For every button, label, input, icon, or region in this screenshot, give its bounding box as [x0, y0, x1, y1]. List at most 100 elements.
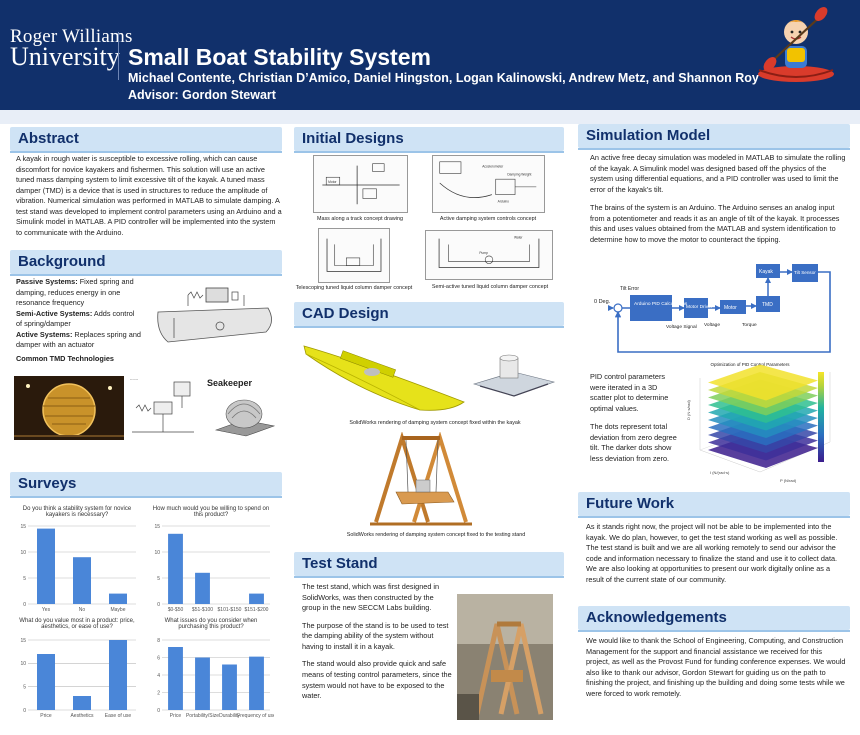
- plot-title: Optimization of PID Control Parameters: [710, 362, 790, 367]
- kayak-cad-render: [303, 345, 465, 411]
- caption-track-concept: Mass along a track concept drawing: [317, 216, 403, 222]
- sketch-label-arduino: Arduino: [498, 199, 509, 203]
- sketch-label-motor: Motor: [328, 180, 337, 184]
- survey3-chart: 0 5 10 15 Price Aesthetics Ease of use: [20, 638, 136, 719]
- plot-zlabel: D (N·s/rad): [686, 400, 691, 420]
- semi-active-systems-item: Semi-Active Systems: Adds control of spr…: [16, 309, 141, 330]
- common-tmd-label: Common TMD Technologies: [16, 354, 114, 364]
- sketch-label-pump: Pump: [479, 251, 488, 255]
- logo-line2: University: [10, 42, 120, 72]
- survey2-title: How much would you be willing to spend o…: [152, 506, 270, 518]
- y-tick-label: 15: [20, 638, 26, 644]
- x-tick-label: Frequency of use: [237, 713, 274, 719]
- seakeeper-gyro-figure: [206, 390, 282, 442]
- bar: [73, 696, 91, 710]
- surveys-heading: Surveys: [10, 472, 282, 498]
- bar: [249, 593, 264, 604]
- y-tick-label: 0: [23, 602, 26, 608]
- block-voltage-signal: Voltage Signal: [666, 324, 697, 330]
- bar: [249, 656, 264, 710]
- survey1-title: Do you think a stability system for novi…: [22, 506, 132, 518]
- future-work-heading-text: Future Work: [586, 495, 675, 512]
- bar: [168, 647, 183, 710]
- test-stand-cad-render: [370, 432, 472, 526]
- block-pid: Arduino PID Calculations: [634, 301, 688, 307]
- x-tick-label: $101-$150: [218, 607, 242, 613]
- background-heading: Background: [10, 250, 282, 276]
- pid-3d-scatter-plot: Optimization of PID Control Parameters D…: [686, 362, 831, 483]
- x-tick-label: Durability: [219, 713, 240, 719]
- y-tick-label: 0: [157, 708, 160, 714]
- abstract-heading: Abstract: [10, 127, 282, 153]
- bar: [168, 533, 183, 604]
- caption-telescoping-tlcd: Telescoping tuned liquid column damper c…: [295, 285, 413, 291]
- simulation-p2: The brains of the system is an Arduino. …: [590, 203, 840, 245]
- background-heading-text: Background: [18, 253, 106, 270]
- y-tick-label: 4: [157, 673, 160, 679]
- test-stand-p1: The test stand, which was first designed…: [302, 582, 440, 613]
- sketch-label-accelerometer: Accelerometer: [482, 165, 504, 169]
- simulation-model-heading-text: Simulation Model: [586, 127, 711, 144]
- semi-active-schematic-figure: -------: [126, 372, 200, 442]
- y-tick-label: 0: [23, 708, 26, 714]
- track-concept-sketch: Motor: [313, 155, 408, 213]
- x-tick-label: Yes: [42, 607, 51, 613]
- bar: [37, 654, 55, 710]
- passive-label: Passive Systems:: [16, 277, 78, 286]
- block-motor: Motor: [724, 305, 737, 311]
- y-tick-label: 15: [20, 524, 26, 530]
- background-systems: Passive Systems: Fixed spring and dampin…: [16, 277, 141, 365]
- bar: [37, 528, 55, 604]
- caption-semi-active-tlcd: Semi-active tuned liquid column damper c…: [431, 284, 549, 290]
- test-stand-heading: Test Stand: [294, 552, 564, 578]
- active-systems-item: Active Systems: Replaces spring and damp…: [16, 330, 141, 351]
- cad-design-heading-text: CAD Design: [302, 305, 389, 322]
- plot-xlabel: P (N/rad): [780, 478, 797, 483]
- y-tick-label: 8: [157, 638, 160, 644]
- future-work-text: As it stands right now, the project will…: [586, 522, 838, 584]
- test-stand-text: The test stand, which was first designed…: [302, 582, 452, 702]
- survey4-title: What issues do you consider when purchas…: [164, 618, 258, 630]
- x-tick-label: Ease of use: [105, 713, 132, 719]
- plot-ylabel: I (N/(rad·s): [710, 470, 730, 475]
- y-tick-label: 10: [20, 661, 26, 667]
- survey2-chart: 0 5 10 15 $0-$50 $51-$100 $101-$150 $151-$200: [154, 524, 270, 613]
- sketch-label-damping-weight: Damping Weight: [507, 172, 531, 176]
- optimization-text: PID control parameters were iterated in …: [590, 372, 680, 465]
- test-stand-p3: The stand would also provide quick and s…: [302, 659, 452, 701]
- telescoping-tlcd-sketch: [318, 228, 390, 283]
- seakeeper-label: Seakeeper: [207, 378, 253, 388]
- surveys-heading-text: Surveys: [18, 475, 77, 492]
- x-tick-label: Maybe: [110, 607, 125, 613]
- block-tilt-sensor: Tilt Sensor: [794, 270, 816, 275]
- bar: [109, 593, 127, 604]
- poster-header: Roger Williams University Small Boat Sta…: [0, 0, 860, 110]
- block-zero-deg: 0 Deg.: [594, 299, 611, 305]
- test-stand-p2: The purpose of the stand is to be used t…: [302, 620, 449, 651]
- x-tick-label: $51-$100: [192, 607, 213, 613]
- taipei-tmd-photo: [14, 376, 124, 440]
- y-tick-label: 5: [23, 684, 26, 690]
- x-tick-label: Price: [170, 713, 182, 719]
- semi-active-tlcd-sketch: Water Pump: [425, 230, 553, 280]
- active-label: Active Systems:: [16, 329, 73, 339]
- university-logo: Roger Williams University: [10, 27, 133, 72]
- caption-kayak-cad: SolidWorks rendering of damping system c…: [349, 420, 521, 426]
- x-tick-label: Aesthetics: [70, 713, 94, 719]
- survey4-chart: 0 2 4 6 8 Price Portability/Size DurabilityFreq…: [157, 638, 274, 719]
- block-tilt-error: Tilt Error: [620, 286, 639, 292]
- block-voltage: Voltage: [704, 322, 720, 328]
- acknowledgements-heading-text: Acknowledgements: [586, 609, 727, 626]
- simulation-p1: An active free decay simulation was mode…: [590, 153, 846, 194]
- simulation-model-heading: Simulation Model: [578, 124, 850, 150]
- x-tick-label: Price: [40, 713, 52, 719]
- y-tick-label: 6: [157, 655, 160, 661]
- x-tick-label: Portability/Size: [186, 713, 219, 719]
- scatter-layers: [708, 364, 818, 468]
- controls-concept-sketch: Accelerometer Damping Weight Arduino: [432, 155, 545, 213]
- poster-advisor: Advisor: Gordon Stewart: [128, 88, 276, 102]
- initial-designs-heading: Initial Designs: [294, 127, 564, 153]
- x-tick-label: No: [79, 607, 86, 613]
- x-tick-label: $0-$50: [168, 607, 184, 613]
- future-work-heading: Future Work: [578, 492, 850, 518]
